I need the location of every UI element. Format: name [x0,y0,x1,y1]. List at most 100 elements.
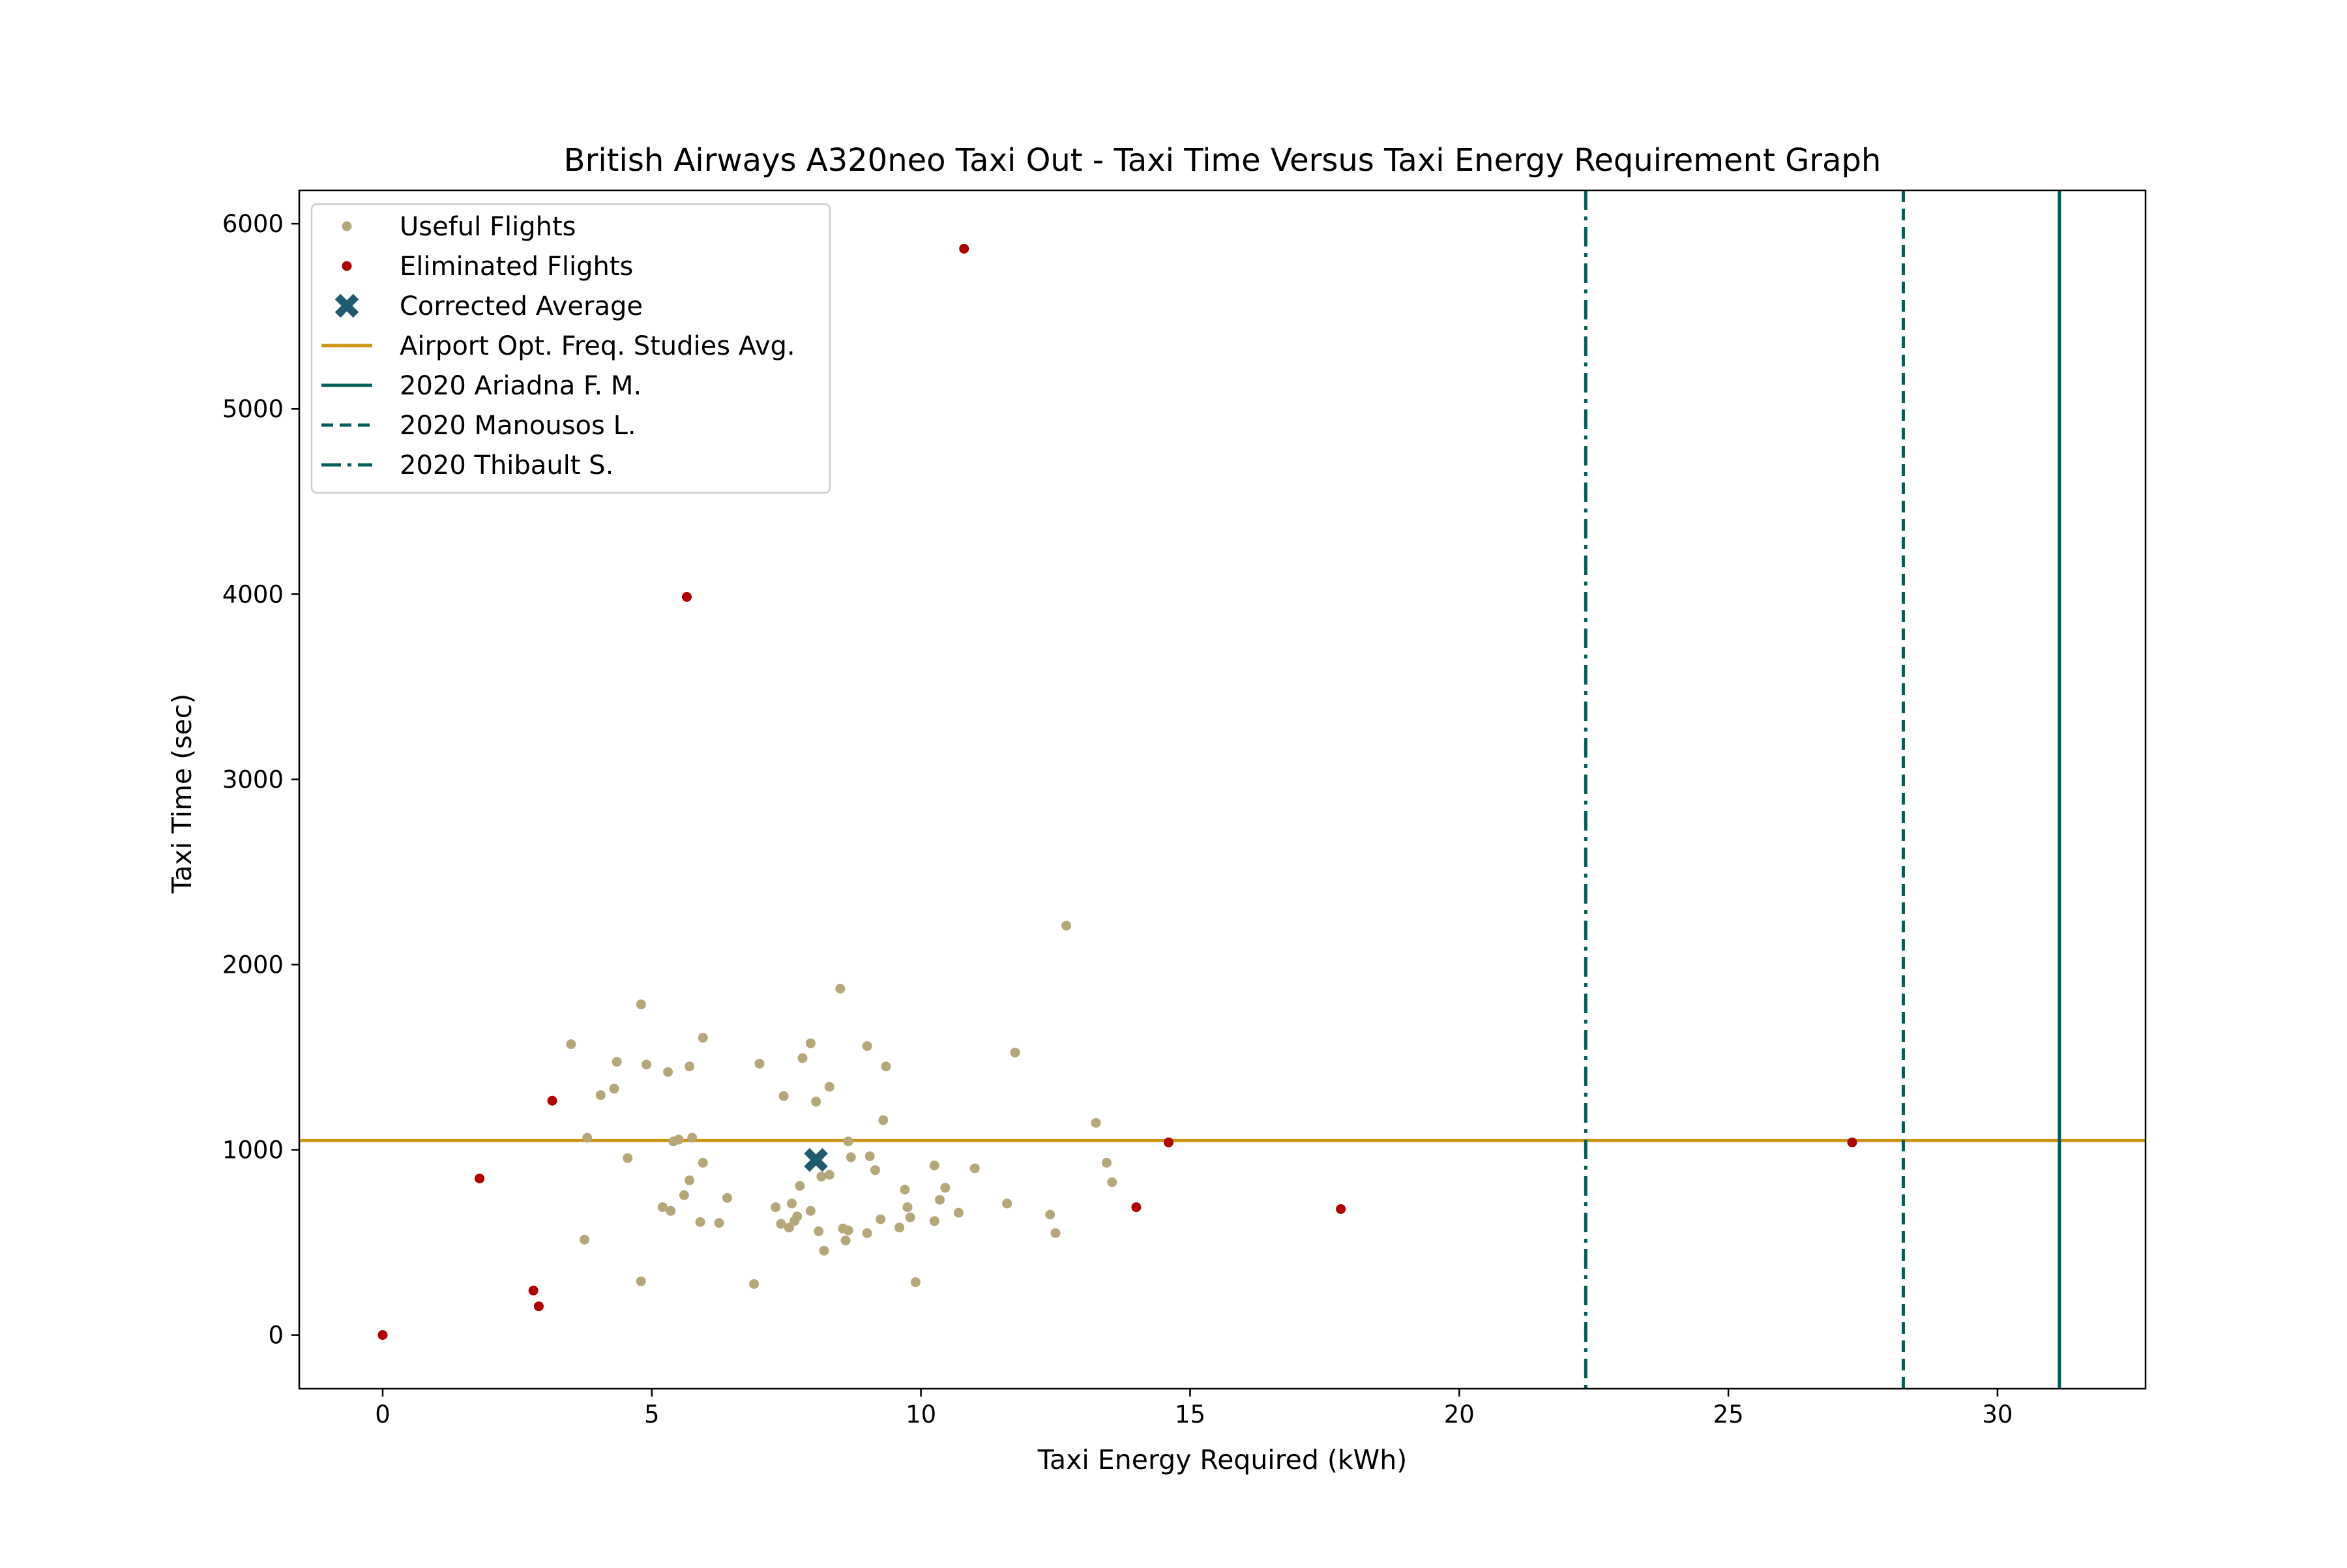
y-axis-label: Taxi Time (sec) [166,694,198,895]
series-0-point-2 [636,999,646,1010]
series-1-point-1 [475,1174,485,1184]
legend-label-0: Useful Flights [400,212,576,242]
series-0-point-27 [797,1053,808,1063]
plot-area [298,189,2147,1390]
legend-swatch-1 [342,261,352,271]
series-0-point-67 [1002,1198,1012,1209]
series-0-point-25 [754,1058,765,1069]
series-0-point-40 [843,1136,853,1147]
x-axis-label: Taxi Energy Required (kWh) [1037,1444,1407,1475]
series-0-point-49 [814,1226,824,1237]
series-0-point-42 [862,1041,872,1051]
series-0-point-6 [698,1033,708,1043]
series-1-point-0 [377,1330,388,1340]
series-0-point-23 [636,1276,646,1286]
series-2-point-0 [804,1147,828,1172]
series-0-point-71 [1061,921,1072,931]
x-tick-label-5: 25 [1713,1400,1744,1428]
legend-frame [310,203,831,494]
series-0-point-45 [878,1115,889,1125]
series-0-point-52 [840,1235,851,1246]
series-0-point-57 [900,1185,910,1195]
series-1-point-10 [1847,1137,1857,1147]
series-0-point-69 [1045,1209,1055,1220]
legend-swatch-2-stroke-b [334,293,359,318]
axis-ticks: 0 5 10 15 20 25 30 0 1000 2000 3000 4000 5000 6000 [222,210,2013,1428]
series-0-point-33 [786,1198,797,1209]
chart-title: British Airways A320neo Taxi Out - Taxi … [564,142,1882,179]
series-1-point-8 [1163,1137,1174,1147]
legend-label-6: 2020 Thibault S. [400,451,613,481]
legend-label-5: 2020 Manousos L. [400,411,636,441]
series-0-point-35 [790,1216,800,1226]
series-0-point-41 [846,1152,856,1162]
x-tick-label-6: 30 [1982,1400,2013,1428]
series-0-point-0 [566,1039,576,1050]
series-0-point-70 [1050,1228,1061,1238]
series-0-point-37 [805,1206,816,1216]
x-tick-label-3: 15 [1175,1400,1205,1428]
series-0-point-26 [778,1091,789,1101]
series-0 [566,921,1117,1289]
series-1 [377,243,1857,1340]
series-0-point-21 [722,1192,732,1203]
series-1-point-4 [547,1095,557,1106]
y-tick-label-5: 5000 [222,395,284,423]
series-0-point-29 [811,1097,821,1107]
series-0-point-18 [666,1206,676,1216]
x-tick-label-2: 10 [906,1400,936,1428]
series-0-point-63 [935,1194,945,1205]
legend-swatch-2 [334,293,359,318]
series-0-point-13 [623,1153,633,1163]
legend-label-4: 2020 Ariadna F. M. [400,371,642,401]
series-0-point-55 [876,1214,886,1224]
series-0-point-44 [870,1165,880,1176]
series-1-point-7 [1131,1202,1142,1213]
series-0-point-16 [679,1190,689,1200]
series-0-point-17 [657,1202,668,1213]
legend-label-3: Airport Opt. Freq. Studies Avg. [400,331,795,361]
series-0-point-56 [894,1222,905,1233]
series-0-point-72 [1091,1117,1101,1128]
series-0-point-43 [864,1151,875,1161]
y-tick-label-1: 1000 [222,1136,284,1164]
series-0-point-4 [663,1067,673,1077]
series-0-point-20 [714,1218,724,1228]
series-0-point-5 [685,1061,695,1072]
series-0-point-31 [835,983,846,994]
series-0-point-46 [881,1061,891,1072]
series-2 [804,1147,828,1172]
series-0-point-58 [902,1202,913,1213]
series-0-point-64 [940,1183,951,1193]
series-0-point-9 [582,1132,593,1143]
series-0-point-62 [929,1216,939,1226]
series-0-point-1 [612,1057,622,1067]
series-0-point-39 [824,1170,834,1180]
series-0-point-59 [905,1212,915,1222]
series-0-point-24 [749,1279,760,1289]
series-0-point-73 [1101,1157,1112,1168]
y-tick-label-3: 3000 [222,765,284,793]
series-0-point-14 [698,1157,708,1168]
series-0-point-12 [687,1132,698,1143]
y-tick-label-4: 4000 [222,580,284,608]
series-0-point-74 [1107,1177,1117,1187]
legend: Useful Flights Eliminated Flights Correcte… [310,203,831,494]
series-0-point-47 [776,1219,786,1229]
series-0-point-36 [795,1181,805,1191]
x-tick-label-0: 0 [375,1400,391,1428]
series-1-point-6 [959,243,969,254]
legend-label-2: Corrected Average [400,291,643,321]
axes-frame [298,189,2147,1390]
legend-swatch-0 [342,221,352,231]
series-0-point-60 [910,1277,921,1288]
legend-label-1: Eliminated Flights [400,252,633,282]
x-tick-label-1: 5 [644,1400,660,1428]
y-tick-label-6: 6000 [222,210,284,238]
plot-contents [299,190,2146,1389]
series-0-point-38 [816,1172,827,1182]
series-0-point-7 [595,1090,606,1101]
series-1-point-3 [533,1301,544,1312]
